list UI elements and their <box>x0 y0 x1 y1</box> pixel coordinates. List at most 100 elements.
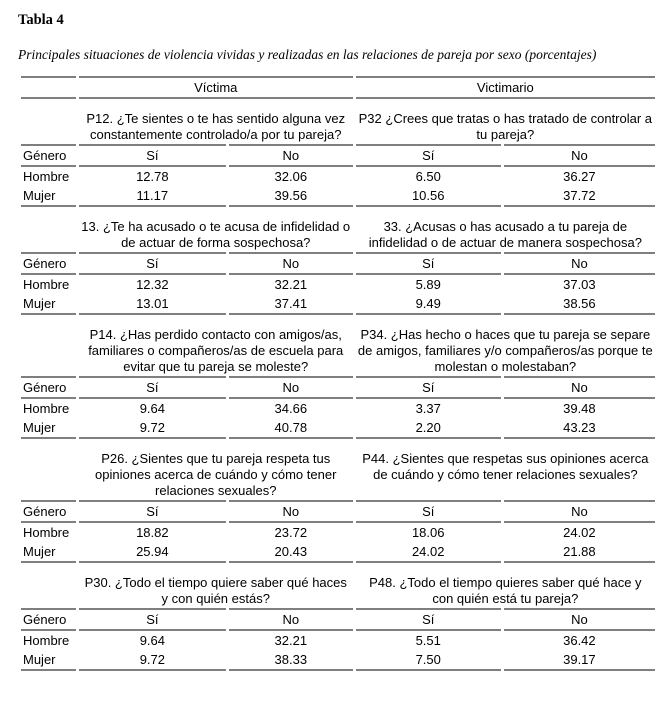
cell-value: 32.21 <box>274 277 308 292</box>
cell-value: 9.64 <box>139 401 165 416</box>
cell-value: 3.37 <box>415 401 441 416</box>
cell-value: 32.06 <box>274 169 308 184</box>
victimario-question: P44. ¿Sientes que respetas sus opiniones… <box>362 451 649 482</box>
question-empty-cell <box>21 99 76 144</box>
cell-value: 39.17 <box>503 650 655 671</box>
genero-column-header: Género <box>21 500 76 523</box>
victima-no-column-header: No <box>228 376 353 399</box>
table-row-mujer: Mujer 25.94 20.43 24.02 21.88 <box>21 542 655 563</box>
victimario-question: P32 ¿Crees que tratas o has tratado de c… <box>358 111 653 142</box>
cell-value: 38.33 <box>228 650 353 671</box>
cell-value: 18.06 <box>411 525 445 540</box>
cell-value: 13.01 <box>78 294 226 315</box>
genero-column-header: Género <box>21 252 76 275</box>
victima-no-column-header: No <box>228 608 353 631</box>
genero-column-header: Género <box>21 376 76 399</box>
question-empty-cell <box>21 207 76 252</box>
cell-value: 9.64 <box>139 633 165 648</box>
victima-yes-column-header: Sí <box>78 144 226 167</box>
row-label: Mujer <box>21 418 76 439</box>
question-row: P26. ¿Sientes que tu pareja respeta tus … <box>21 439 655 500</box>
cell-value: 6.50 <box>415 169 441 184</box>
cell-value: 9.72 <box>78 418 226 439</box>
victima-question: P30. ¿Todo el tiempo quiere saber qué ha… <box>84 575 347 606</box>
row-label: Hombre <box>23 633 70 648</box>
cell-value: 2.20 <box>355 418 501 439</box>
row-label: Mujer <box>21 294 76 315</box>
cell-value: 24.02 <box>563 525 596 540</box>
table-row-hombre: Hombre 9.64 34.66 3.37 39.48 <box>21 399 655 418</box>
cell-value: 11.17 <box>78 186 226 207</box>
cell-value: 12.78 <box>136 169 169 184</box>
row-label: Hombre <box>23 401 70 416</box>
cell-value: 37.72 <box>503 186 655 207</box>
cell-value: 24.02 <box>355 542 501 563</box>
victimario-yes-column-header: Sí <box>355 252 501 275</box>
cell-value: 34.66 <box>274 401 308 416</box>
data-table: Víctima Victimario P12. ¿Te sientes o te… <box>18 76 658 671</box>
table-row-mujer: Mujer 13.01 37.41 9.49 38.56 <box>21 294 655 315</box>
table-row-mujer: Mujer 11.17 39.56 10.56 37.72 <box>21 186 655 207</box>
cell-value: 25.94 <box>78 542 226 563</box>
question-row: P12. ¿Te sientes o te has sentido alguna… <box>21 99 655 144</box>
victima-no-column-header: No <box>228 144 353 167</box>
cell-value: 10.56 <box>355 186 501 207</box>
cell-value: 40.78 <box>228 418 353 439</box>
table-row-hombre: Hombre 18.82 23.72 18.06 24.02 <box>21 523 655 542</box>
victimario-no-column-header: No <box>503 500 655 523</box>
cell-value: 5.51 <box>415 633 441 648</box>
row-label: Mujer <box>21 186 76 207</box>
genero-column-header: Género <box>21 144 76 167</box>
row-label: Hombre <box>23 277 70 292</box>
cell-value: 37.41 <box>228 294 353 315</box>
cell-value: 32.21 <box>274 633 308 648</box>
victimario-question: P48. ¿Todo el tiempo quieres saber qué h… <box>369 575 642 606</box>
cell-value: 39.56 <box>228 186 353 207</box>
victimario-no-column-header: No <box>503 144 655 167</box>
question-row: P30. ¿Todo el tiempo quiere saber qué ha… <box>21 563 655 608</box>
cell-value: 12.32 <box>136 277 169 292</box>
table-body: P12. ¿Te sientes o te has sentido alguna… <box>21 99 655 671</box>
table-row-mujer: Mujer 9.72 40.78 2.20 43.23 <box>21 418 655 439</box>
victima-no-column-header: No <box>228 500 353 523</box>
group-header-empty-cell <box>21 76 76 99</box>
subheader-row: Género Sí No Sí No <box>21 500 655 523</box>
cell-value: 7.50 <box>355 650 501 671</box>
cell-value: 20.43 <box>228 542 353 563</box>
question-row: 13. ¿Te ha acusado o te acusa de infidel… <box>21 207 655 252</box>
row-label: Hombre <box>23 525 70 540</box>
victimario-group-header: Victimario <box>355 76 655 99</box>
cell-value: 18.82 <box>136 525 169 540</box>
victima-yes-column-header: Sí <box>78 252 226 275</box>
cell-value: 23.72 <box>274 525 308 540</box>
victima-yes-column-header: Sí <box>78 608 226 631</box>
victima-group-header: Víctima <box>78 76 353 99</box>
subheader-row: Género Sí No Sí No <box>21 144 655 167</box>
victima-yes-column-header: Sí <box>78 500 226 523</box>
cell-value: 37.03 <box>563 277 596 292</box>
victimario-yes-column-header: Sí <box>355 608 501 631</box>
cell-value: 36.42 <box>563 633 596 648</box>
cell-value: 39.48 <box>563 401 596 416</box>
question-empty-cell <box>21 315 76 376</box>
victimario-yes-column-header: Sí <box>355 376 501 399</box>
victima-question: 13. ¿Te ha acusado o te acusa de infidel… <box>81 219 351 250</box>
table-title: Tabla 4 <box>18 12 64 28</box>
victimario-no-column-header: No <box>503 608 655 631</box>
victimario-yes-column-header: Sí <box>355 144 501 167</box>
question-empty-cell <box>21 439 76 500</box>
row-label: Mujer <box>21 650 76 671</box>
table-row-hombre: Hombre 9.64 32.21 5.51 36.42 <box>21 631 655 650</box>
cell-value: 36.27 <box>563 169 596 184</box>
table-row-mujer: Mujer 9.72 38.33 7.50 39.17 <box>21 650 655 671</box>
subheader-row: Género Sí No Sí No <box>21 608 655 631</box>
cell-value: 9.72 <box>78 650 226 671</box>
question-empty-cell <box>21 563 76 608</box>
subheader-row: Género Sí No Sí No <box>21 252 655 275</box>
victima-question: P26. ¿Sientes que tu pareja respeta tus … <box>95 451 337 498</box>
table-row-hombre: Hombre 12.32 32.21 5.89 37.03 <box>21 275 655 294</box>
cell-value: 21.88 <box>503 542 655 563</box>
victima-question: P12. ¿Te sientes o te has sentido alguna… <box>86 111 346 142</box>
victimario-question: 33. ¿Acusas o has acusado a tu pareja de… <box>368 219 642 250</box>
